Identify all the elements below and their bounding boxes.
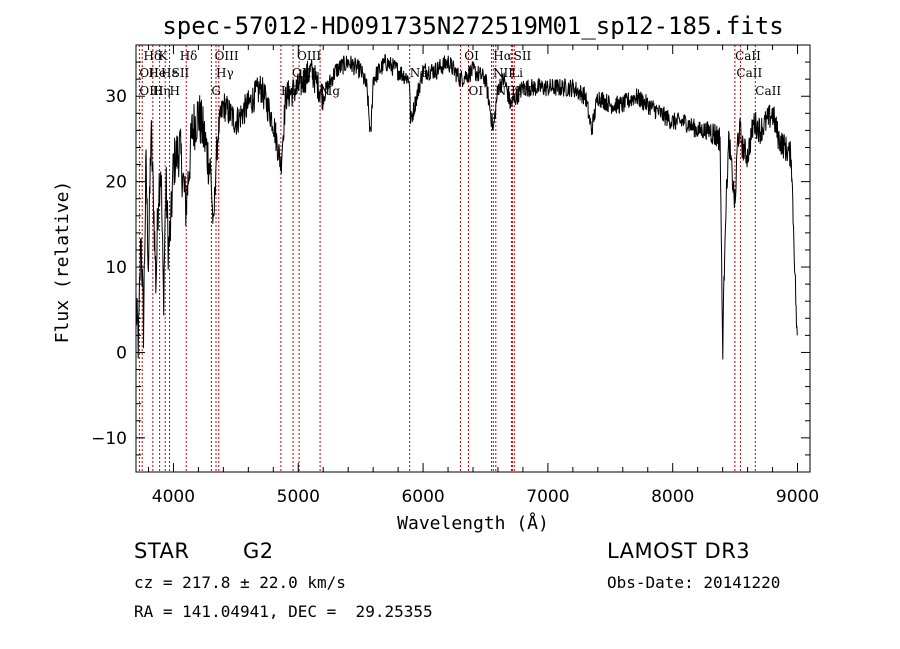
line-label: G <box>211 84 221 98</box>
line-label: He <box>149 66 167 80</box>
y-tick-label: 20 <box>105 173 127 193</box>
line-label: K <box>159 49 169 63</box>
y-tick-label: 0 <box>116 343 127 363</box>
line-label: OI <box>464 49 479 63</box>
line-label: OIII <box>139 84 163 98</box>
line-label: SII <box>172 66 190 80</box>
y-tick-label: 10 <box>105 258 127 278</box>
x-tick-label: 9000 <box>776 487 819 507</box>
spectrum-series-line <box>135 54 798 360</box>
y-tick-label: 30 <box>105 87 127 107</box>
x-axis-label: Wavelength (Å) <box>397 512 549 534</box>
line-label: H <box>170 84 180 98</box>
y-tick-label: −10 <box>91 429 127 449</box>
line-label: Hε <box>161 66 178 80</box>
y-axis-label: Flux (relative) <box>52 181 73 344</box>
object-class-label: STAR <box>134 539 190 563</box>
line-label: OI <box>469 84 484 98</box>
line-label: Hδ <box>180 49 198 63</box>
line-label: CaII <box>755 84 781 98</box>
plot-frame <box>135 44 811 473</box>
line-label: Hα <box>493 49 512 63</box>
survey-label: LAMOST DR3 <box>607 539 751 563</box>
obs-date-label: Obs-Date: 20141220 <box>607 573 781 592</box>
line-label: CaII <box>736 66 762 80</box>
chart-title: spec-57012-HD091735N272519M01_sp12-185.f… <box>162 12 783 40</box>
redshift-label: cz = 217.8 ± 22.0 km/s <box>134 573 346 592</box>
axis-ticks <box>136 44 810 473</box>
line-label: Hγ <box>216 66 234 80</box>
line-label: CaII <box>735 49 761 63</box>
line-label: OII <box>139 66 159 80</box>
x-tick-label: 6000 <box>401 487 444 507</box>
line-label: OIII <box>297 49 321 63</box>
line-label: SII <box>514 49 532 63</box>
spectral-line-markers <box>138 45 756 472</box>
axis-tick-labels: 4000 5000 6000 7000 8000 9000 −10 0 10 20 30 <box>91 87 819 507</box>
line-label: OIII <box>215 49 239 63</box>
line-label: NII <box>493 66 513 80</box>
x-tick-label: 7000 <box>526 487 569 507</box>
x-tick-label: 5000 <box>277 487 320 507</box>
line-label: Li <box>511 66 523 80</box>
line-label: Hη <box>153 84 171 98</box>
subclass-label: G2 <box>243 539 274 563</box>
x-tick-label: 8000 <box>651 487 694 507</box>
x-tick-label: 4000 <box>152 487 195 507</box>
line-label: Hδ <box>144 49 162 63</box>
coordinates-label: RA = 141.04941, DEC = 29.25355 <box>134 602 433 621</box>
